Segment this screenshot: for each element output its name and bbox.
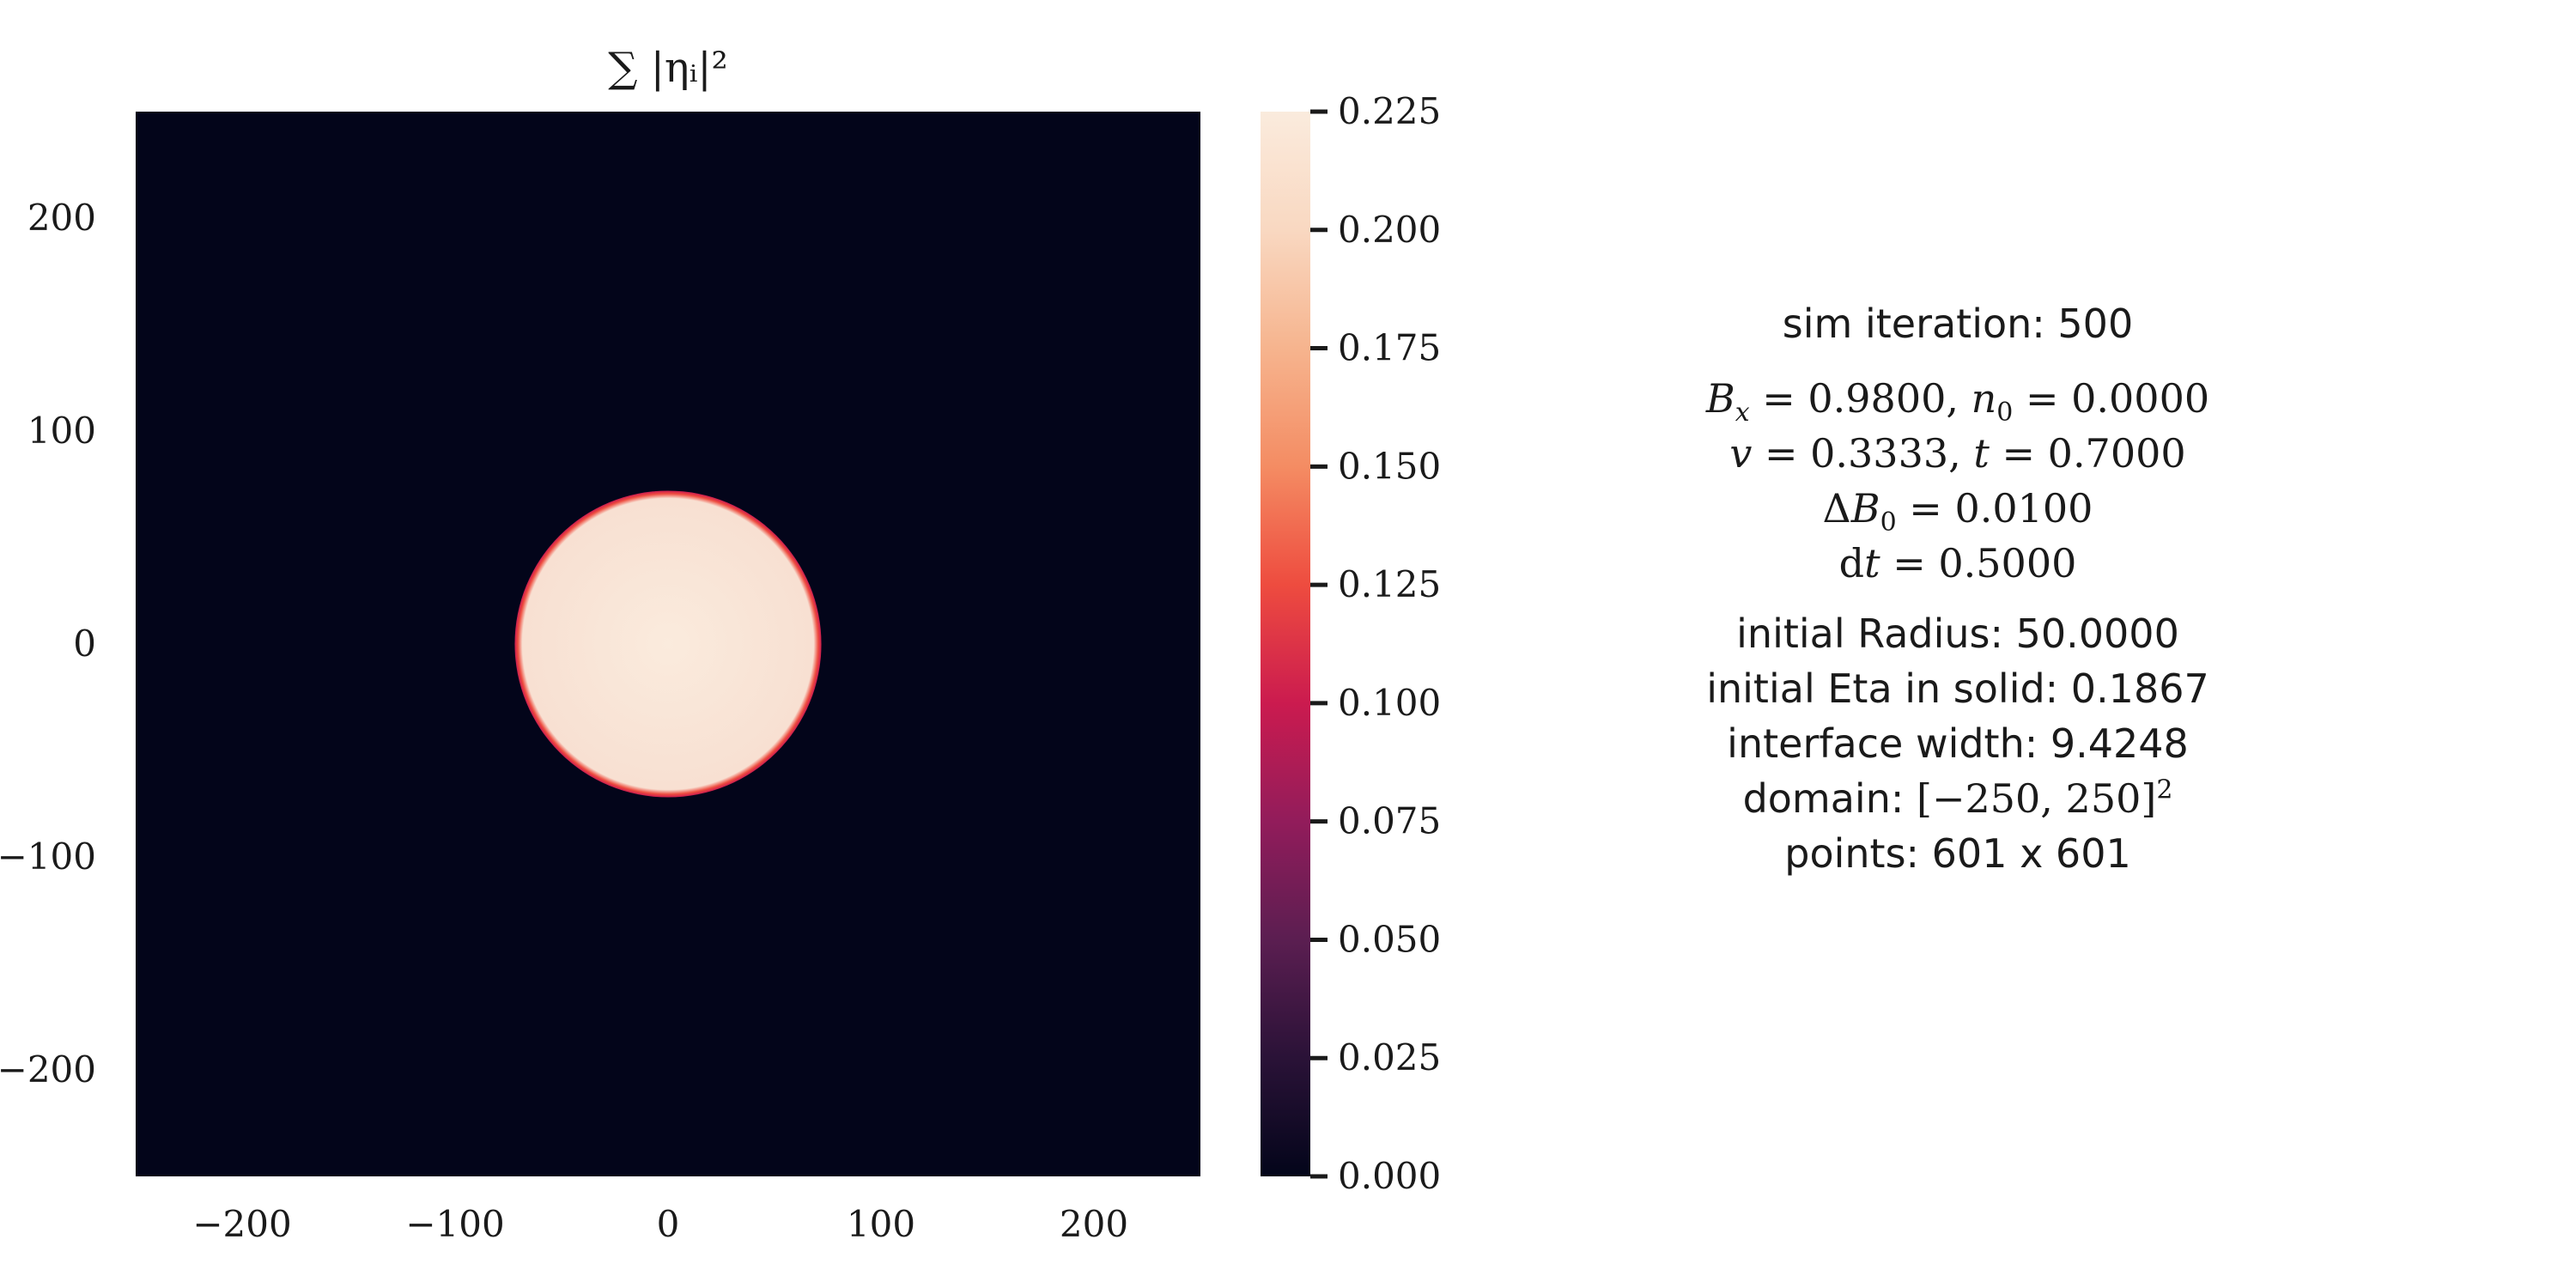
colorbar-tick-label: 0.175 — [1338, 327, 1441, 369]
colorbar-bar — [1261, 112, 1310, 1176]
colorbar-tick-label: 0.200 — [1338, 209, 1441, 251]
plot-title: ∑ |ηᵢ|² — [608, 44, 728, 92]
colorbar-tick-label: 0.050 — [1338, 918, 1441, 960]
colorbar-tick-label: 0.125 — [1338, 563, 1441, 605]
x-tick-label: 200 — [1060, 1203, 1128, 1245]
model-parameters: Bx = 0.9800, n0 = 0.0000 v = 0.3333, t =… — [1631, 371, 2284, 591]
y-axis-ticks: −200 −100 0 100 200 — [0, 197, 96, 1091]
x-tick-label: 0 — [657, 1203, 680, 1245]
domain-line: domain: [−250, 250]2 — [1631, 771, 2284, 826]
x-tick-label: 100 — [847, 1203, 915, 1245]
dt-value: 0.5000 — [1938, 540, 2077, 586]
delta-b0-value: 0.0100 — [1954, 485, 2093, 532]
grid-points: points: 601 x 601 — [1784, 830, 2131, 877]
colorbar-tick-label: 0.075 — [1338, 800, 1441, 842]
delta-b0-line: ΔB0 = 0.0100 — [1822, 485, 2093, 538]
y-tick-label: −100 — [0, 835, 96, 878]
initial-eta: initial Eta in solid: 0.1867 — [1706, 665, 2209, 712]
y-tick-label: 0 — [73, 623, 96, 665]
colorbar-ticks: 0.000 0.025 0.050 0.075 0.100 0.125 0.150 0.175… — [1310, 90, 1441, 1197]
heatmap-plot — [136, 112, 1200, 1176]
y-tick-label: 200 — [27, 197, 96, 239]
t-value: 0.7000 — [2047, 430, 2186, 477]
n0-value: 0.0000 — [2071, 375, 2210, 422]
domain-range: [−250, 250]2 — [1917, 775, 2173, 822]
colorbar-tick-label: 0.150 — [1338, 445, 1441, 487]
sim-iteration: sim iteration: 500 — [1782, 301, 2134, 347]
interface-width: interface width: 9.4248 — [1727, 720, 2189, 767]
colorbar: 0.000 0.025 0.050 0.075 0.100 0.125 0.150 0.175… — [1261, 90, 1441, 1197]
x-axis-ticks: −200 −100 0 100 200 — [192, 1203, 1128, 1245]
domain-label: domain: — [1742, 775, 1917, 822]
colorbar-tick-label: 0.000 — [1338, 1155, 1441, 1197]
initial-radius: initial Radius: 50.0000 — [1736, 611, 2179, 657]
bx-n0-line: Bx = 0.9800, n0 = 0.0000 — [1705, 375, 2210, 428]
colorbar-tick-label: 0.100 — [1338, 682, 1441, 724]
bx-value: 0.9800 — [1807, 375, 1947, 422]
colorbar-tick-label: 0.225 — [1338, 90, 1441, 132]
domain-high: 250 — [2065, 775, 2142, 822]
colorbar-tick-label: 0.025 — [1338, 1036, 1441, 1078]
v-value: 0.3333 — [1810, 430, 1949, 477]
solid-disc — [514, 490, 822, 798]
x-tick-label: −200 — [192, 1203, 291, 1245]
simulation-parameters: sim iteration: 500 Bx = 0.9800, n0 = 0.0… — [1631, 301, 2284, 881]
domain-low: −250 — [1931, 775, 2041, 822]
y-tick-label: 100 — [27, 410, 96, 452]
y-tick-label: −200 — [0, 1048, 96, 1091]
v-t-line: v = 0.3333, t = 0.7000 — [1729, 430, 2186, 477]
dt-line: dt = 0.5000 — [1838, 540, 2077, 586]
x-tick-label: −100 — [405, 1203, 504, 1245]
